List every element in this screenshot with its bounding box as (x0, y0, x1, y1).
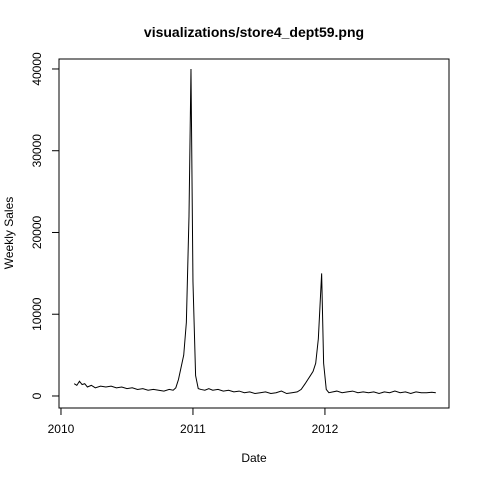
line-series (73, 68, 436, 395)
y-tick-label: 0 (30, 392, 44, 399)
y-tick-label: 20000 (30, 215, 44, 249)
x-axis-label: Date (241, 451, 267, 465)
x-tick-label: 2010 (48, 422, 75, 436)
x-tick-label: 2011 (180, 422, 206, 436)
y-axis-label: Weekly Sales (2, 197, 16, 269)
y-tick-label: 40000 (30, 52, 44, 86)
x-tick-label: 2012 (312, 422, 339, 436)
chart-title: visualizations/store4_dept59.png (144, 24, 364, 40)
plot-frame (58, 58, 450, 409)
y-tick-label: 30000 (30, 134, 44, 168)
y-tick-label: 10000 (30, 297, 44, 331)
